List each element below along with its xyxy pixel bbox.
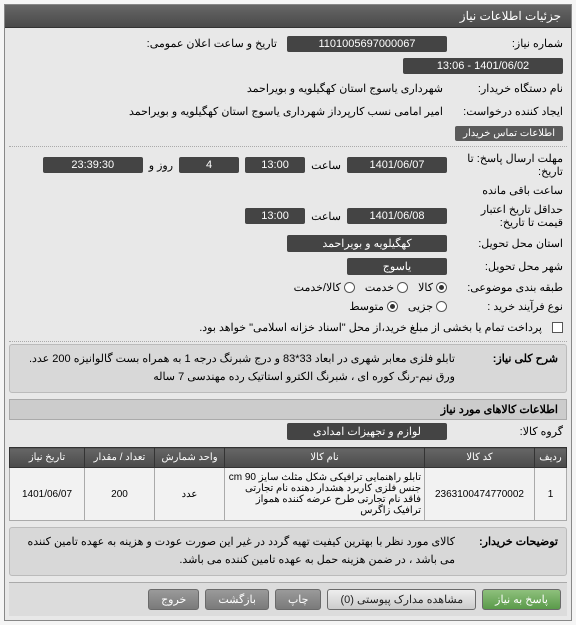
creator-label: ایجاد کننده درخواست:: [453, 105, 563, 118]
radio-dot-icon: [387, 301, 398, 312]
validity-label: حداقل تاریخ اعتبار قیمت تا تاریخ:: [453, 203, 563, 229]
validity-time: 13:00: [245, 208, 305, 224]
back-button[interactable]: بازگشت: [205, 589, 269, 610]
time-label-1: ساعت: [311, 159, 341, 172]
city-value: یاسوج: [347, 258, 447, 275]
days-value: 4: [179, 157, 239, 173]
announce-label: تاریخ و ساعت اعلان عمومی:: [143, 35, 281, 52]
attachments-button[interactable]: مشاهده مدارک پیوستی (0): [327, 589, 476, 610]
deadline-label: مهلت ارسال پاسخ: تا تاریخ:: [453, 152, 563, 178]
cell-name: تابلو راهنمایی ترافیکی شکل مثلث سایز 90 …: [225, 468, 425, 521]
category-label: طبقه بندی موضوعی:: [453, 281, 563, 294]
buyer-org-value: شهرداری یاسوج استان کهگیلویه و بویراحمد: [243, 80, 447, 97]
buyer-notes-text: کالای مورد نظر با بهترین کیفیت تهیه گردد…: [18, 534, 455, 569]
need-number-value: 1101005697000067: [287, 36, 447, 52]
radio-small[interactable]: جزیی: [408, 300, 447, 313]
deadline-date: 1401/06/07: [347, 157, 447, 173]
items-table: ردیف کد کالا نام کالا واحد شمارش تعداد /…: [9, 447, 567, 521]
col-qty: تعداد / مقدار: [85, 448, 155, 468]
radio-medium[interactable]: متوسط: [349, 300, 398, 313]
col-date: تاریخ نیاز: [10, 448, 85, 468]
province-value: کهگیلویه و بویراحمد: [287, 235, 447, 252]
time-label-2: ساعت: [311, 210, 341, 223]
panel-body: شماره نیاز: 1101005697000067 تاریخ و ساع…: [5, 28, 571, 620]
purchase-type-label: نوع فرآیند خرید :: [453, 300, 563, 313]
items-section-title: اطلاعات کالاهای مورد نیاز: [9, 399, 567, 420]
need-details-panel: جزئیات اطلاعات نیاز شماره نیاز: 11010056…: [4, 4, 572, 621]
table-row[interactable]: 1 2363100474770002 تابلو راهنمایی ترافیک…: [10, 468, 567, 521]
purchase-type-radio-group: جزیی متوسط: [349, 300, 447, 313]
items-header-row: ردیف کد کالا نام کالا واحد شمارش تعداد /…: [10, 448, 567, 468]
city-label: شهر محل تحویل:: [453, 260, 563, 273]
category-radio-group: کالا خدمت کالا/خدمت: [294, 281, 447, 294]
cell-idx: 1: [535, 468, 567, 521]
col-code: کد کالا: [425, 448, 535, 468]
remaining-time: 23:39:30: [43, 157, 143, 173]
overall-desc-label: شرح کلی نیاز:: [463, 351, 558, 386]
radio-empty-icon: [436, 301, 447, 312]
cell-qty: 200: [85, 468, 155, 521]
cell-date: 1401/06/07: [10, 468, 85, 521]
footer-toolbar: پاسخ به نیاز مشاهده مدارک پیوستی (0) چاپ…: [9, 582, 567, 616]
divider: [9, 146, 567, 147]
buyer-notes-block: توضیحات خریدار: کالای مورد نظر با بهترین…: [9, 527, 567, 576]
reply-button[interactable]: پاسخ به نیاز: [482, 589, 561, 610]
cell-unit: عدد: [155, 468, 225, 521]
province-label: استان محل تحویل:: [453, 237, 563, 250]
col-unit: واحد شمارش: [155, 448, 225, 468]
exit-button[interactable]: خروج: [148, 589, 199, 610]
panel-title: جزئیات اطلاعات نیاز: [5, 5, 571, 28]
buyer-notes-label: توضیحات خریدار:: [463, 534, 558, 569]
payment-note: پرداخت تمام یا بخشی از مبلغ خرید،از محل …: [195, 319, 546, 336]
radio-goods[interactable]: کالا: [418, 281, 447, 294]
need-number-label: شماره نیاز:: [453, 37, 563, 50]
radio-goods-service[interactable]: کالا/خدمت: [294, 281, 355, 294]
contact-buyer-link[interactable]: اطلاعات تماس خریدار: [455, 126, 563, 141]
cell-code: 2363100474770002: [425, 468, 535, 521]
overall-desc-block: شرح کلی نیاز: تابلو فلزی معابر شهری در ا…: [9, 344, 567, 393]
buyer-org-label: نام دستگاه خریدار:: [453, 82, 563, 95]
treasury-checkbox[interactable]: [552, 322, 563, 333]
radio-dot-icon: [436, 282, 447, 293]
validity-date: 1401/06/08: [347, 208, 447, 224]
col-name: نام کالا: [225, 448, 425, 468]
radio-service[interactable]: خدمت: [365, 281, 408, 294]
radio-empty-icon: [397, 282, 408, 293]
divider: [9, 341, 567, 342]
print-button[interactable]: چاپ: [275, 589, 322, 610]
remaining-label: ساعت باقی مانده: [482, 184, 563, 197]
group-value: لوازم و تجهیزات امدادی: [287, 423, 447, 440]
col-idx: ردیف: [535, 448, 567, 468]
group-label: گروه کالا:: [453, 425, 563, 438]
overall-desc-text: تابلو فلزی معابر شهری در ابعاد 33*83 و د…: [18, 351, 455, 386]
creator-value: امیر امامی نسب کارپرداز شهرداری یاسوج اس…: [125, 103, 447, 120]
deadline-time: 13:00: [245, 157, 305, 173]
radio-empty-icon: [344, 282, 355, 293]
announce-value: 1401/06/02 - 13:06: [403, 58, 563, 74]
days-label: روز و: [149, 159, 173, 172]
